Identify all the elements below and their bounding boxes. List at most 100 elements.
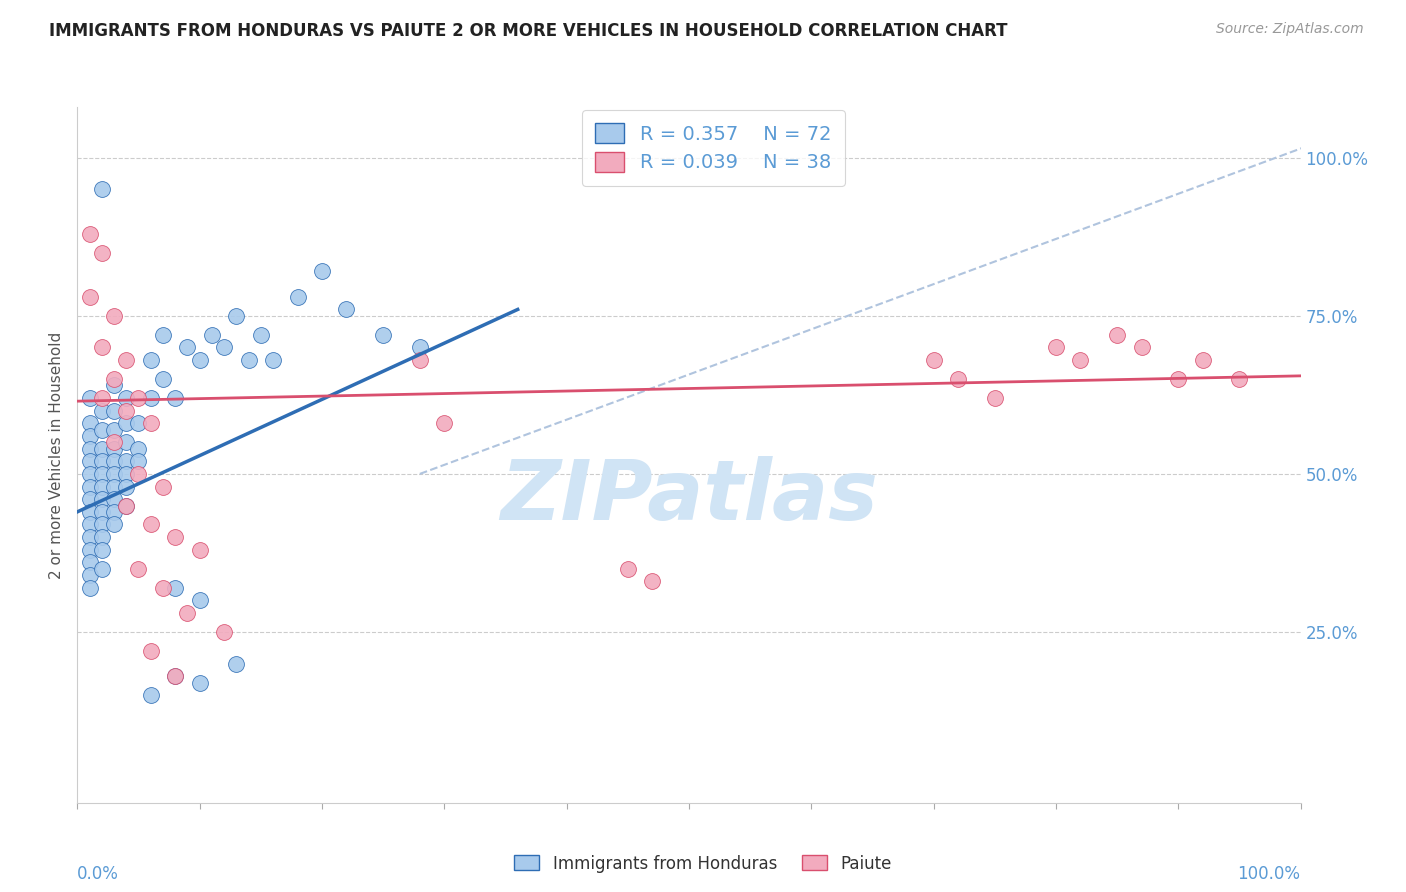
Point bbox=[139, 353, 162, 368]
Point bbox=[79, 454, 101, 468]
Point bbox=[90, 517, 112, 532]
Legend: R = 0.357    N = 72, R = 0.039    N = 38: R = 0.357 N = 72, R = 0.039 N = 38 bbox=[582, 110, 845, 186]
Point bbox=[90, 182, 112, 196]
Point bbox=[1069, 353, 1091, 368]
Point bbox=[103, 372, 125, 386]
Point bbox=[409, 353, 432, 368]
Point bbox=[1167, 372, 1189, 386]
Point bbox=[90, 340, 112, 354]
Point bbox=[115, 435, 138, 450]
Point bbox=[79, 556, 101, 570]
Point bbox=[946, 372, 969, 386]
Point bbox=[79, 542, 101, 557]
Point bbox=[139, 517, 162, 532]
Point bbox=[1191, 353, 1213, 368]
Point bbox=[176, 606, 198, 620]
Point bbox=[90, 454, 112, 468]
Point bbox=[212, 340, 235, 354]
Point bbox=[79, 442, 101, 456]
Point bbox=[250, 327, 273, 342]
Point bbox=[984, 391, 1007, 405]
Point bbox=[128, 454, 150, 468]
Text: 0.0%: 0.0% bbox=[77, 865, 120, 883]
Point bbox=[103, 309, 125, 323]
Point bbox=[617, 562, 640, 576]
Point bbox=[165, 669, 187, 683]
Point bbox=[641, 574, 664, 589]
Point bbox=[90, 467, 112, 481]
Point bbox=[103, 403, 125, 417]
Point bbox=[287, 290, 309, 304]
Point bbox=[90, 505, 112, 519]
Point bbox=[115, 479, 138, 493]
Point bbox=[1229, 372, 1251, 386]
Point bbox=[115, 353, 138, 368]
Point bbox=[225, 657, 247, 671]
Point bbox=[188, 542, 211, 557]
Point bbox=[79, 505, 101, 519]
Point bbox=[90, 245, 112, 260]
Point bbox=[79, 417, 101, 431]
Point bbox=[79, 517, 101, 532]
Text: 100.0%: 100.0% bbox=[1237, 865, 1301, 883]
Point bbox=[152, 479, 174, 493]
Point bbox=[128, 391, 150, 405]
Point bbox=[90, 403, 112, 417]
Point bbox=[1045, 340, 1067, 354]
Point bbox=[79, 227, 101, 241]
Point bbox=[79, 467, 101, 481]
Point bbox=[335, 302, 357, 317]
Point bbox=[409, 340, 432, 354]
Point bbox=[90, 492, 112, 507]
Point bbox=[103, 378, 125, 392]
Point bbox=[90, 479, 112, 493]
Point bbox=[371, 327, 394, 342]
Point bbox=[103, 479, 125, 493]
Point bbox=[115, 403, 138, 417]
Point bbox=[79, 479, 101, 493]
Point bbox=[115, 454, 138, 468]
Point bbox=[262, 353, 284, 368]
Point bbox=[225, 309, 247, 323]
Point bbox=[1107, 327, 1129, 342]
Point bbox=[90, 423, 112, 437]
Point bbox=[79, 290, 101, 304]
Point bbox=[139, 417, 162, 431]
Point bbox=[176, 340, 198, 354]
Point bbox=[165, 391, 187, 405]
Point bbox=[103, 435, 125, 450]
Y-axis label: 2 or more Vehicles in Household: 2 or more Vehicles in Household bbox=[49, 331, 65, 579]
Point bbox=[103, 505, 125, 519]
Point bbox=[433, 417, 456, 431]
Point bbox=[922, 353, 945, 368]
Point bbox=[103, 467, 125, 481]
Point bbox=[212, 625, 235, 640]
Point bbox=[128, 442, 150, 456]
Point bbox=[115, 499, 138, 513]
Point bbox=[152, 327, 174, 342]
Point bbox=[128, 467, 150, 481]
Point bbox=[188, 593, 211, 607]
Point bbox=[103, 517, 125, 532]
Point bbox=[152, 372, 174, 386]
Point bbox=[152, 581, 174, 595]
Point bbox=[188, 675, 211, 690]
Legend: Immigrants from Honduras, Paiute: Immigrants from Honduras, Paiute bbox=[508, 848, 898, 880]
Point bbox=[79, 391, 101, 405]
Point bbox=[139, 688, 162, 702]
Point bbox=[79, 429, 101, 443]
Point bbox=[90, 442, 112, 456]
Text: Source: ZipAtlas.com: Source: ZipAtlas.com bbox=[1216, 22, 1364, 37]
Point bbox=[201, 327, 224, 342]
Point bbox=[115, 467, 138, 481]
Point bbox=[188, 353, 211, 368]
Point bbox=[165, 581, 187, 595]
Point bbox=[79, 568, 101, 582]
Text: IMMIGRANTS FROM HONDURAS VS PAIUTE 2 OR MORE VEHICLES IN HOUSEHOLD CORRELATION C: IMMIGRANTS FROM HONDURAS VS PAIUTE 2 OR … bbox=[49, 22, 1008, 40]
Point bbox=[79, 492, 101, 507]
Point bbox=[115, 499, 138, 513]
Point bbox=[103, 492, 125, 507]
Point bbox=[311, 264, 333, 278]
Point bbox=[79, 581, 101, 595]
Point bbox=[1130, 340, 1153, 354]
